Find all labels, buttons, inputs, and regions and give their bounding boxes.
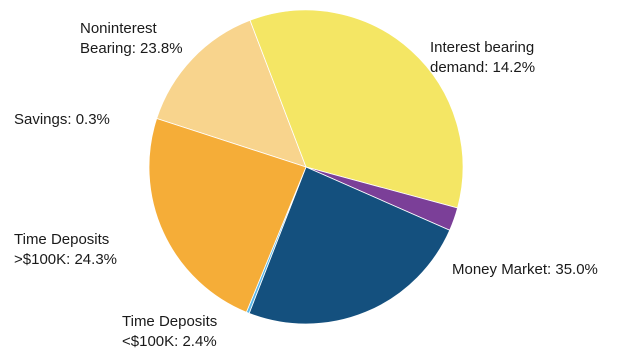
slice-label-time-deposits-100k: Time Deposits >$100K: 24.3%	[14, 231, 117, 268]
pie-slice-noninterest-bearing	[148, 117, 307, 313]
slice-label-money-market: Money Market: 35.0%	[452, 261, 598, 278]
slice-label-savings: Savings: 0.3%	[14, 111, 110, 128]
slice-label-interest-bearing-demand: Interest bearing demand: 14.2%	[430, 39, 535, 76]
slice-labels: Interest bearing demand: 14.2% Money Marke…	[14, 20, 598, 350]
slice-label-noninterest-bearing: Noninterest Bearing: 23.8%	[80, 20, 183, 57]
pie-slices	[148, 9, 464, 325]
pie-slice-time-deposits-100k	[248, 166, 451, 325]
slice-label-time-deposits-100k: Time Deposits <$100K: 2.4%	[122, 313, 217, 350]
pie-slice-money-market	[249, 9, 464, 209]
